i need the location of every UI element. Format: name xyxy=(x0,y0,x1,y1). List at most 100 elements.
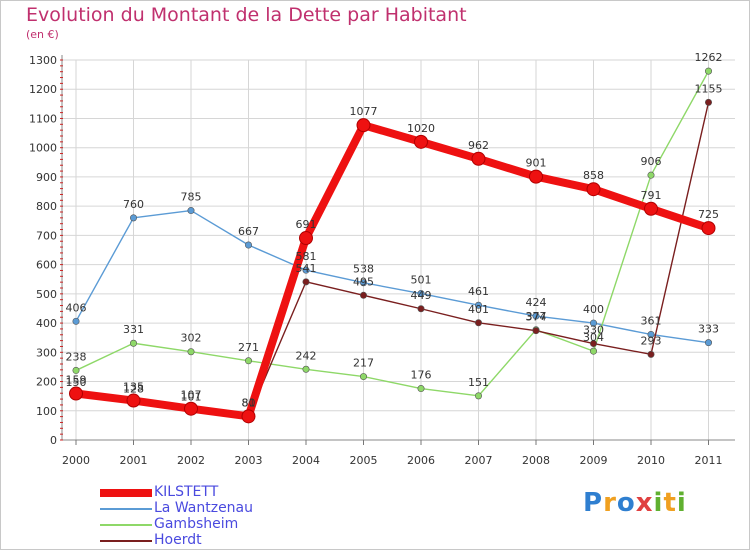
legend-label: Gambsheim xyxy=(154,516,239,532)
y-tick-label: 300 xyxy=(36,346,57,359)
data-point-kilstett xyxy=(644,201,658,216)
logo-letter: o xyxy=(616,488,636,518)
data-point-kilstett xyxy=(701,221,716,236)
data-label-gambsheim: 304 xyxy=(583,331,604,344)
series-group xyxy=(69,67,716,424)
data-point-hoerdt xyxy=(359,291,367,299)
data-label-hoerdt: 101 xyxy=(181,390,202,403)
data-label-la-wantzenau: 760 xyxy=(123,198,144,211)
data-label-gambsheim: 242 xyxy=(296,349,317,362)
data-point-gambsheim xyxy=(589,347,597,355)
series-line-hoerdt xyxy=(75,102,710,418)
data-label-la-wantzenau: 538 xyxy=(353,263,374,276)
data-point-la-wantzenau xyxy=(302,266,310,274)
data-label-hoerdt: 330 xyxy=(583,324,604,337)
data-point-gambsheim xyxy=(245,357,253,365)
data-label-la-wantzenau: 361 xyxy=(641,314,662,327)
data-point-la-wantzenau xyxy=(474,301,482,309)
x-tick-label: 2000 xyxy=(62,454,90,467)
y-tick-label: 1000 xyxy=(29,142,57,155)
y-tick-label: 1300 xyxy=(29,54,57,67)
x-axis-ticks: 2000 2001 2002 2003 2004 2005 2006 2007 2008 2009… xyxy=(62,440,723,467)
x-tick-label: 2005 xyxy=(350,454,378,467)
data-point-kilstett xyxy=(586,182,601,197)
legend-label: La Wantzenau xyxy=(154,500,254,516)
data-point-kilstett xyxy=(241,409,256,424)
data-label-hoerdt: 541 xyxy=(296,262,317,275)
data-point-kilstett xyxy=(471,151,486,166)
x-tick-label: 2001 xyxy=(120,454,148,467)
logo-letter: i xyxy=(653,488,664,518)
chart-unit-label: (en €) xyxy=(26,28,59,41)
data-point-kilstett xyxy=(414,134,428,149)
data-point-hoerdt xyxy=(647,350,655,358)
x-tick-label: 2006 xyxy=(407,454,435,467)
data-label-kilstett: 691 xyxy=(296,218,317,231)
data-label-hoerdt: 374 xyxy=(526,311,547,324)
legend-item-gambsheim: Gambsheim xyxy=(100,517,300,533)
data-label-hoerdt: 1155 xyxy=(695,82,723,95)
data-point-kilstett xyxy=(529,169,543,184)
data-label-la-wantzenau: 501 xyxy=(411,274,432,287)
data-point-la-wantzenau xyxy=(359,279,367,287)
data-point-kilstett xyxy=(299,231,313,246)
logo-letter: x xyxy=(635,488,654,518)
legend-label: KILSTETT xyxy=(154,484,219,500)
y-tick-label: 400 xyxy=(36,317,57,330)
data-label-gambsheim: 331 xyxy=(123,323,144,336)
data-point-hoerdt xyxy=(417,305,425,313)
series-line-la-wantzenau xyxy=(75,209,709,344)
data-point-hoerdt xyxy=(302,278,310,286)
data-point-kilstett xyxy=(69,386,83,401)
legend-swatch xyxy=(100,524,152,526)
data-point-la-wantzenau xyxy=(187,207,195,215)
data-label-hoerdt: 401 xyxy=(468,303,489,316)
data-point-gambsheim xyxy=(130,339,138,347)
legend-label: Hoerdt xyxy=(154,532,202,548)
y-tick-label: 1100 xyxy=(29,112,57,125)
data-label-kilstett: 962 xyxy=(468,139,489,152)
legend-swatch xyxy=(100,540,152,542)
data-label-kilstett: 81 xyxy=(242,396,256,409)
data-label-hoerdt: 449 xyxy=(411,289,432,302)
y-tick-label: 700 xyxy=(36,229,57,242)
data-point-kilstett xyxy=(356,118,371,133)
y-tick-label: 200 xyxy=(36,376,57,389)
data-label-la-wantzenau: 461 xyxy=(468,285,489,298)
y-tick-label: 100 xyxy=(36,405,57,418)
data-point-hoerdt xyxy=(704,98,712,106)
grid-lines xyxy=(62,59,735,440)
logo-letter: r xyxy=(603,488,617,518)
data-point-kilstett xyxy=(126,393,141,408)
data-point-la-wantzenau xyxy=(532,312,540,320)
data-label-la-wantzenau: 581 xyxy=(296,250,317,263)
x-tick-label: 2007 xyxy=(465,454,493,467)
data-point-la-wantzenau xyxy=(589,319,597,327)
chart-title: Evolution du Montant de la Dette par Hab… xyxy=(26,4,467,26)
logo-letter: P xyxy=(583,488,604,518)
data-label-la-wantzenau: 785 xyxy=(181,191,202,204)
logo-letter: t xyxy=(663,488,677,518)
data-label-la-wantzenau: 667 xyxy=(238,225,259,238)
data-label-kilstett: 858 xyxy=(583,169,604,182)
data-point-la-wantzenau xyxy=(647,330,655,338)
data-point-gambsheim xyxy=(704,67,712,75)
data-label-kilstett: 1077 xyxy=(350,105,378,118)
series-line-gambsheim xyxy=(75,70,710,397)
logo-letter: i xyxy=(676,488,687,518)
data-point-la-wantzenau xyxy=(245,241,253,249)
data-point-gambsheim xyxy=(187,348,195,356)
data-point-gambsheim xyxy=(417,385,425,393)
data-label-kilstett: 1020 xyxy=(407,122,435,135)
data-point-gambsheim xyxy=(474,392,482,400)
y-tick-label: 600 xyxy=(36,259,57,272)
data-point-la-wantzenau xyxy=(72,317,80,325)
series-line-kilstett xyxy=(75,121,710,421)
data-label-hoerdt: 150 xyxy=(66,376,87,389)
data-label-kilstett: 725 xyxy=(698,208,719,221)
data-label-gambsheim: 176 xyxy=(411,369,432,382)
data-label-kilstett: 159 xyxy=(66,374,87,387)
proxiti-logo: Proxiti xyxy=(583,488,687,518)
legend-item-la-wantzenau: La Wantzenau xyxy=(100,501,300,517)
